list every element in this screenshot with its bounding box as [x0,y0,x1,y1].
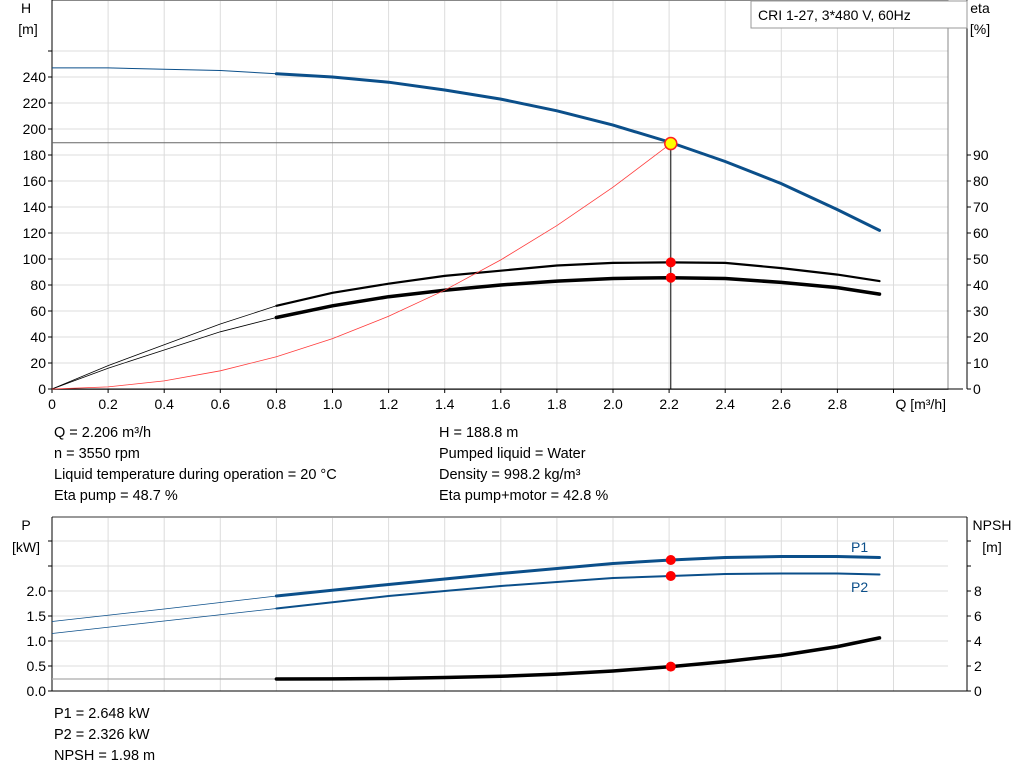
y-tick-label: 2.0 [27,583,47,599]
x-tick-label: 1.6 [491,396,511,412]
x-tick-label: 0.2 [98,396,118,412]
y-axis-label-left: H [21,0,31,16]
x-tick-label: 2.0 [603,396,623,412]
y-axis-label-right: eta [970,0,990,16]
eta-total-curve-thin [51,317,277,390]
y-right-tick-label: 10 [973,355,989,371]
eta-pump-curve [275,261,881,307]
x-tick-label: 1.4 [435,396,455,412]
y-axis-label-right: NPSH [973,517,1012,533]
info-eta-total: Eta pump+motor = 42.8 % [439,488,609,504]
y-right-tick-label: 50 [973,251,989,267]
p1-curve-label: P1 [851,539,868,555]
y-tick-label: 220 [23,95,47,111]
info-top-right: H = 188.8 m Pumped liquid = Water Densit… [439,423,608,507]
duty-point-eta-total [665,272,676,283]
x-tick-label: 1.2 [379,396,399,412]
y-axis-unit-right: [m] [982,539,1001,555]
info-bottom: P1 = 2.648 kW P2 = 2.326 kW NPSH = 1.98 … [54,704,155,767]
info-head: H = 188.8 m [439,425,519,441]
y-right-tick-label: 0 [974,683,982,699]
x-tick-label: 1.8 [547,396,567,412]
y-right-tick-label: 80 [973,173,989,189]
y-right-tick-label: 90 [973,147,989,163]
x-tick-label: 0.4 [154,396,174,412]
head-curve [274,72,881,232]
y-right-tick-label: 6 [974,608,982,624]
head-curve-thin [52,67,277,75]
npsh-curve [274,636,882,681]
duty-point-p2 [665,571,676,581]
info-temperature: Liquid temperature during operation = 20… [54,467,337,483]
system-curve [51,143,672,390]
info-density: Density = 998.2 kg/m³ [439,467,581,483]
x-axis-label: Q [m³/h] [895,396,946,412]
x-tick-label: 2.6 [772,396,792,412]
info-npsh: NPSH = 1.98 m [54,748,156,764]
y-tick-label: 60 [30,303,46,319]
y-tick-label: 1.0 [27,633,47,649]
eta-pump-curve-thin [51,305,277,390]
x-tick-label: 1.0 [323,396,343,412]
y-tick-label: 240 [23,69,47,85]
y-right-tick-label: 70 [973,199,989,215]
info-p1: P1 = 2.648 kW [54,706,150,722]
y-tick-label: 0 [38,381,46,397]
y-right-tick-label: 2 [974,658,982,674]
x-tick-label: 2.2 [659,396,679,412]
x-tick-label: 2.8 [828,396,848,412]
y-tick-label: 100 [23,251,47,267]
y-right-tick-label: 40 [973,277,989,293]
info-liquid: Pumped liquid = Water [439,446,586,462]
y-right-tick-label: 0 [973,381,981,397]
y-tick-label: 1.5 [27,608,47,624]
y-right-tick-label: 60 [973,225,989,241]
duty-point-p1 [665,555,676,565]
y-tick-label: 0.0 [27,683,47,699]
y-right-tick-label: 30 [973,303,989,319]
duty-point-npsh [665,661,676,672]
info-eta-pump: Eta pump = 48.7 % [54,488,178,504]
y-tick-label: 160 [23,173,47,189]
y-tick-label: 20 [30,355,46,371]
y-axis-unit-left: [m] [18,21,37,37]
p1-curve [274,555,881,598]
info-speed: n = 3550 rpm [54,446,140,462]
y-tick-label: 180 [23,147,47,163]
p1-curve-thin [51,595,277,622]
x-tick-label: 0.6 [211,396,231,412]
p2-curve-label: P2 [851,579,868,595]
legend-box [750,0,968,29]
legend-box-label: CRI 1-27, 3*480 V, 60Hz [758,7,911,23]
y-axis-unit-right: [%] [970,21,990,37]
y-right-tick-label: 4 [974,633,982,649]
info-flow: Q = 2.206 m³/h [54,425,152,441]
y-tick-label: 40 [30,329,46,345]
info-p2: P2 = 2.326 kW [54,727,150,743]
y-right-tick-label: 8 [974,583,982,599]
eta-total-curve [274,275,882,320]
y-tick-label: 200 [23,121,47,137]
x-tick-label: 0.8 [267,396,287,412]
x-tick-label: 0 [48,396,56,412]
x-tick-label: 2.4 [715,396,735,412]
y-tick-label: 0.5 [27,658,47,674]
plot-frame-top [51,0,949,390]
y-right-tick-label: 20 [973,329,989,345]
y-tick-label: 140 [23,199,47,215]
duty-point-head [664,136,678,151]
duty-point-eta-pump [665,257,676,268]
y-tick-label: 80 [30,277,46,293]
y-axis-unit-left: [kW] [12,539,40,555]
y-axis-label-left: P [21,517,30,533]
p2-curve-thin [51,608,277,634]
y-tick-label: 120 [23,225,47,241]
info-top-left: Q = 2.206 m³/h n = 3550 rpm Liquid tempe… [54,423,337,507]
